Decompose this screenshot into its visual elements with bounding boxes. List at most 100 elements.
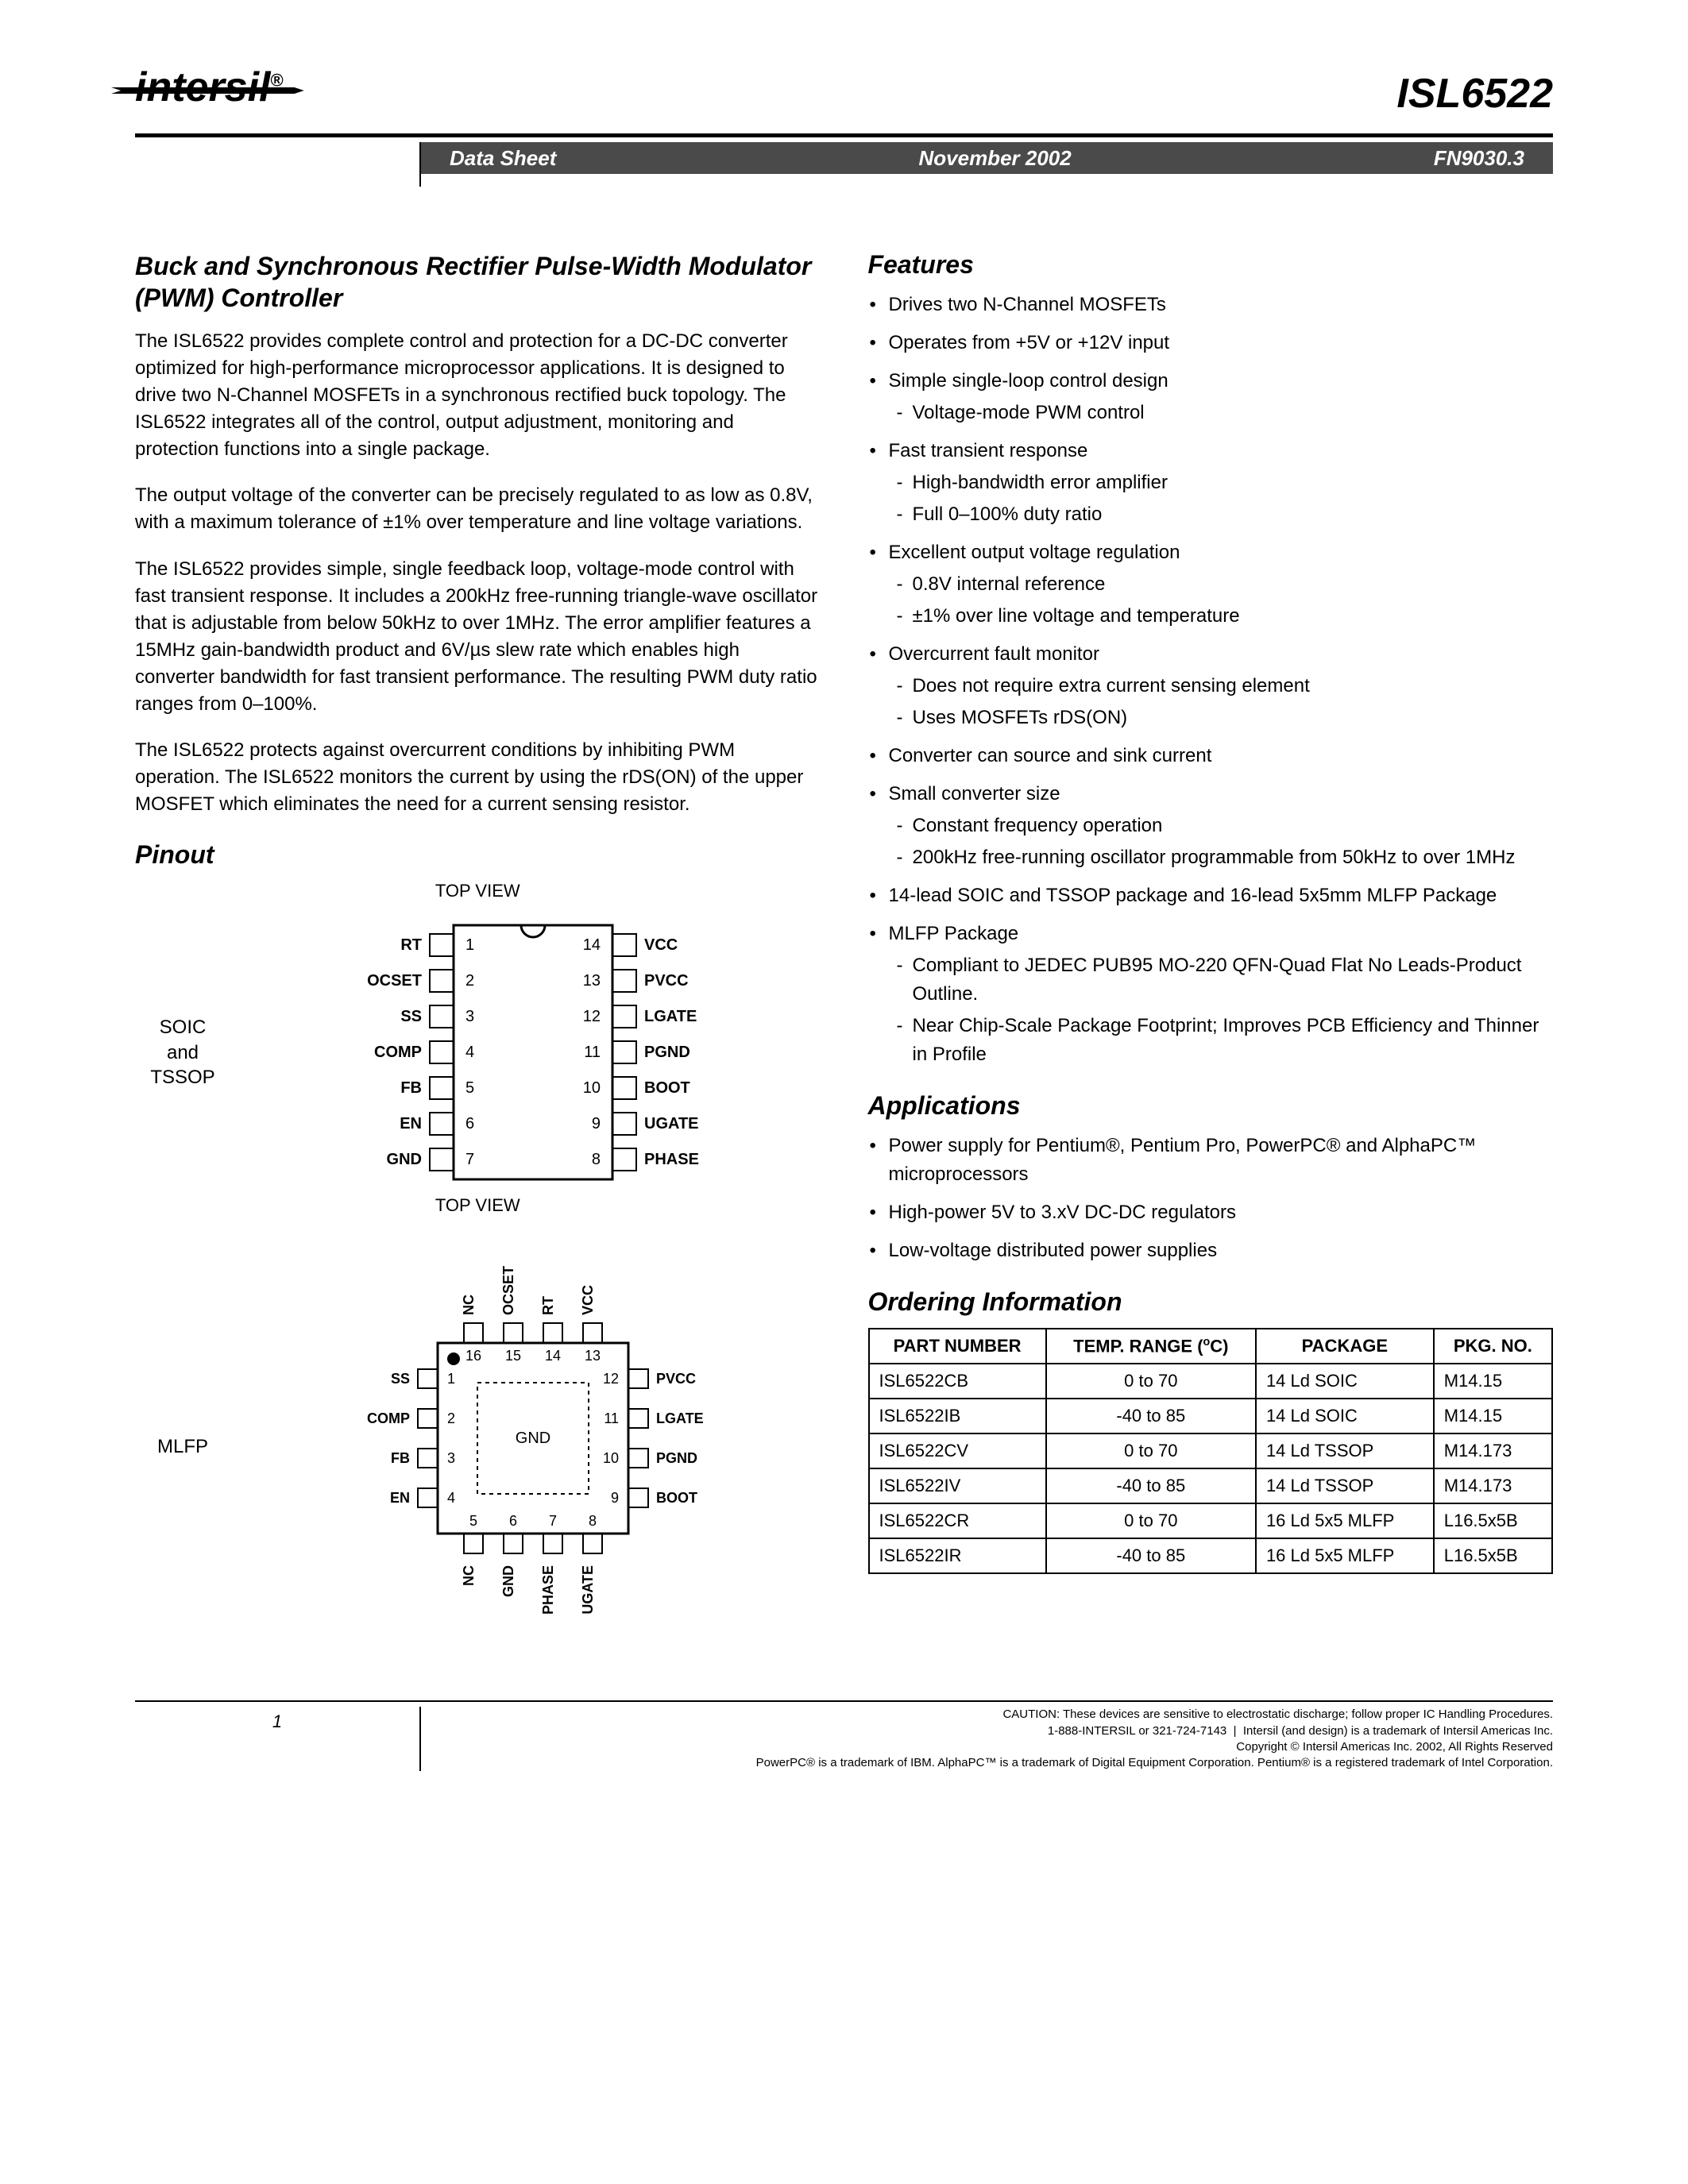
svg-text:6: 6 (509, 1513, 517, 1529)
table-cell: 16 Ld 5x5 MLFP (1256, 1538, 1434, 1573)
svg-text:RT: RT (401, 936, 423, 954)
svg-text:COMP: COMP (367, 1410, 410, 1426)
features-list: Drives two N-Channel MOSFETsOperates fro… (868, 291, 1554, 1069)
feature-subitem: Does not require extra current sensing e… (889, 672, 1554, 700)
pinout-heading: Pinout (135, 840, 821, 870)
description-paragraph: The ISL6522 protects against overcurrent… (135, 737, 821, 818)
svg-text:3: 3 (447, 1450, 455, 1466)
ordering-column-header: PKG. NO. (1434, 1329, 1552, 1364)
footer-caution: CAUTION: These devices are sensitive to … (437, 1707, 1553, 1723)
table-row: ISL6522CR0 to 7016 Ld 5x5 MLFPL16.5x5B (869, 1503, 1553, 1538)
ordering-column-header: PART NUMBER (869, 1329, 1046, 1364)
feature-item: 14-lead SOIC and TSSOP package and 16-le… (868, 882, 1554, 910)
svg-text:NC: NC (461, 1565, 477, 1586)
banner-bar: Data Sheet November 2002 FN9030.3 (421, 142, 1553, 174)
soic-label: SOIC and TSSOP (135, 1015, 230, 1090)
feature-subitem: Full 0–100% duty ratio (889, 500, 1554, 529)
table-row: ISL6522IR-40 to 8516 Ld 5x5 MLFPL16.5x5B (869, 1538, 1553, 1573)
logo-text: intersil (135, 64, 271, 110)
feature-item: Overcurrent fault monitorDoes not requir… (868, 640, 1554, 732)
svg-text:10: 10 (583, 1079, 601, 1097)
table-cell: ISL6522IB (869, 1399, 1046, 1433)
svg-text:4: 4 (447, 1490, 455, 1506)
table-cell: 14 Ld TSSOP (1256, 1468, 1434, 1503)
ordering-header-row: PART NUMBERTEMP. RANGE (oC)PACKAGEPKG. N… (869, 1329, 1553, 1364)
svg-text:GND: GND (500, 1565, 516, 1597)
description-paragraph: The ISL6522 provides simple, single feed… (135, 556, 821, 718)
svg-text:7: 7 (465, 1151, 474, 1168)
application-item: Low-voltage distributed power supplies (868, 1237, 1554, 1265)
svg-text:8: 8 (592, 1151, 601, 1168)
svg-text:3: 3 (465, 1008, 474, 1025)
svg-text:FB: FB (391, 1450, 410, 1466)
banner-spacer (135, 142, 421, 187)
table-cell: M14.173 (1434, 1468, 1552, 1503)
svg-text:FB: FB (401, 1079, 423, 1097)
svg-text:4: 4 (465, 1044, 474, 1061)
table-cell: 14 Ld TSSOP (1256, 1433, 1434, 1468)
mlfp-label: MLFP (135, 1434, 230, 1459)
footer-phone-tm: 1-888-INTERSIL or 321-724-7143 | Intersi… (437, 1723, 1553, 1739)
svg-text:12: 12 (583, 1008, 601, 1025)
table-row: ISL6522CB0 to 7014 Ld SOICM14.15 (869, 1364, 1553, 1399)
svg-text:1: 1 (465, 936, 474, 954)
feature-item: Converter can source and sink current (868, 742, 1554, 770)
applications-list: Power supply for Pentium®, Pentium Pro, … (868, 1132, 1554, 1265)
footer-tm2: PowerPC® is a trademark of IBM. AlphaPC™… (437, 1755, 1553, 1771)
footer-legal: CAUTION: These devices are sensitive to … (421, 1707, 1553, 1771)
table-cell: 16 Ld 5x5 MLFP (1256, 1503, 1434, 1538)
ordering-heading: Ordering Information (868, 1287, 1554, 1317)
soic-pinout: SOIC and TSSOP 1RT14VCC2OCSET13PVCC3SS12… (135, 909, 821, 1195)
table-cell: ISL6522CB (869, 1364, 1046, 1399)
feature-item: Small converter sizeConstant frequency o… (868, 780, 1554, 872)
pinout-section: TOP VIEW SOIC and TSSOP 1RT14VCC2OCSET13… (135, 881, 821, 1653)
feature-subitem: 0.8V internal reference (889, 570, 1554, 599)
svg-text:GND: GND (387, 1151, 422, 1168)
banner-right: FN9030.3 (1434, 146, 1524, 171)
svg-text:LGATE: LGATE (644, 1008, 697, 1025)
banner: Data Sheet November 2002 FN9030.3 (135, 142, 1553, 187)
table-cell: L16.5x5B (1434, 1538, 1552, 1573)
svg-text:2: 2 (465, 972, 474, 990)
page-title: Buck and Synchronous Rectifier Pulse-Wid… (135, 250, 821, 314)
application-item: High-power 5V to 3.xV DC-DC regulators (868, 1198, 1554, 1227)
table-cell: ISL6522IR (869, 1538, 1046, 1573)
table-cell: 0 to 70 (1046, 1364, 1256, 1399)
feature-item: Drives two N-Channel MOSFETs (868, 291, 1554, 319)
footer-copyright: Copyright © Intersil Americas Inc. 2002,… (437, 1739, 1553, 1755)
svg-text:PGND: PGND (644, 1044, 690, 1061)
svg-text:PHASE: PHASE (540, 1565, 556, 1615)
svg-text:5: 5 (469, 1513, 477, 1529)
svg-text:EN: EN (400, 1115, 422, 1133)
svg-text:VCC: VCC (644, 936, 678, 954)
svg-text:11: 11 (584, 1044, 601, 1061)
svg-text:PVCC: PVCC (656, 1371, 696, 1387)
svg-text:13: 13 (583, 972, 601, 990)
footer: 1 CAUTION: These devices are sensitive t… (135, 1700, 1553, 1771)
table-row: ISL6522CV0 to 7014 Ld TSSOPM14.173 (869, 1433, 1553, 1468)
ordering-body: ISL6522CB0 to 7014 Ld SOICM14.15ISL6522I… (869, 1364, 1553, 1573)
svg-text:10: 10 (603, 1450, 619, 1466)
description-paragraph: The output voltage of the converter can … (135, 482, 821, 536)
svg-text:PVCC: PVCC (644, 972, 689, 990)
svg-text:1: 1 (447, 1371, 455, 1387)
svg-text:11: 11 (605, 1410, 620, 1426)
svg-text:8: 8 (589, 1513, 597, 1529)
ordering-table: PART NUMBERTEMP. RANGE (oC)PACKAGEPKG. N… (868, 1328, 1554, 1574)
svg-text:13: 13 (585, 1348, 601, 1364)
table-cell: M14.15 (1434, 1399, 1552, 1433)
table-cell: M14.15 (1434, 1364, 1552, 1399)
description: The ISL6522 provides complete control an… (135, 328, 821, 818)
application-item: Power supply for Pentium®, Pentium Pro, … (868, 1132, 1554, 1189)
table-cell: -40 to 85 (1046, 1468, 1256, 1503)
ordering-column-header: PACKAGE (1256, 1329, 1434, 1364)
svg-text:LGATE: LGATE (656, 1410, 704, 1426)
svg-text:15: 15 (505, 1348, 521, 1364)
svg-text:SS: SS (391, 1371, 410, 1387)
svg-text:OCSET: OCSET (500, 1266, 516, 1315)
banner-center: November 2002 (918, 146, 1071, 171)
applications-heading: Applications (868, 1091, 1554, 1121)
svg-text:5: 5 (465, 1079, 474, 1097)
table-row: ISL6522IB-40 to 8514 Ld SOICM14.15 (869, 1399, 1553, 1433)
part-number: ISL6522 (1396, 70, 1553, 118)
